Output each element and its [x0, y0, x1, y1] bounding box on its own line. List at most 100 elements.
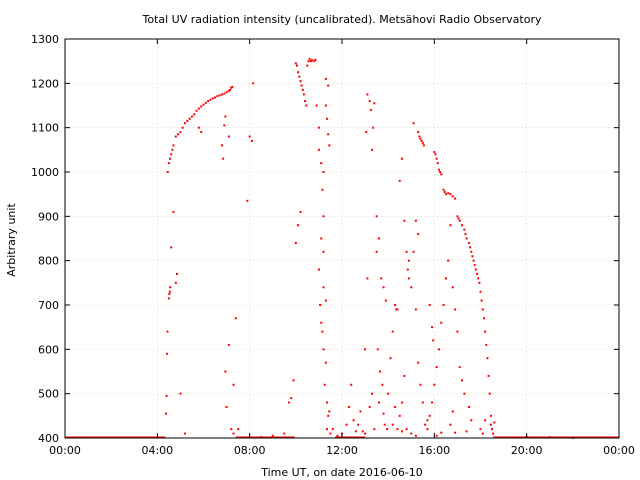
data-point	[227, 89, 230, 92]
data-point	[170, 246, 173, 249]
data-point	[319, 304, 322, 306]
gridlines	[65, 39, 619, 438]
data-point	[480, 299, 483, 302]
data-point	[428, 304, 431, 306]
y-tick-label: 900	[38, 210, 59, 223]
data-point	[364, 432, 367, 435]
data-point	[382, 286, 385, 289]
data-point	[320, 237, 323, 240]
data-point	[170, 153, 173, 156]
data-point	[470, 250, 473, 253]
data-point	[184, 122, 187, 125]
data-point	[225, 405, 228, 408]
data-point	[211, 97, 214, 100]
data-point	[439, 171, 442, 173]
data-point	[169, 157, 172, 160]
data-point	[387, 392, 390, 395]
y-tick-label: 600	[38, 343, 59, 356]
data-point	[310, 59, 313, 62]
data-point	[324, 77, 327, 80]
data-point	[174, 135, 177, 138]
data-point	[403, 374, 406, 377]
data-point	[412, 250, 415, 253]
data-point	[465, 237, 468, 240]
y-tick-label: 700	[38, 299, 59, 312]
axis-ticks	[64, 38, 620, 439]
data-point	[421, 142, 424, 145]
data-point	[307, 60, 310, 63]
data-point	[384, 299, 387, 302]
data-point	[469, 246, 472, 249]
data-point	[320, 321, 323, 324]
y-tick-label: 1300	[31, 33, 59, 46]
data-point	[395, 308, 398, 311]
data-point	[449, 423, 452, 426]
data-point	[465, 430, 468, 433]
data-point	[394, 304, 397, 306]
data-point	[359, 410, 362, 413]
data-point	[431, 401, 434, 404]
data-point	[548, 436, 551, 439]
data-point	[322, 348, 325, 351]
data-point	[444, 277, 447, 280]
data-point	[321, 188, 324, 191]
data-point	[424, 423, 427, 426]
data-point	[493, 421, 496, 424]
data-point	[486, 357, 489, 360]
y-tick-label: 1100	[31, 122, 59, 135]
data-point	[169, 286, 172, 289]
data-point	[167, 162, 170, 165]
data-point	[324, 299, 327, 302]
data-point	[463, 228, 466, 231]
data-point	[451, 286, 454, 289]
data-point	[401, 401, 404, 404]
data-point	[426, 419, 429, 422]
data-point	[476, 272, 479, 275]
data-point	[204, 101, 207, 104]
data-point	[417, 131, 420, 134]
data-point	[181, 126, 184, 129]
data-point	[223, 92, 226, 95]
data-point	[403, 219, 406, 222]
data-point	[368, 100, 371, 103]
data-point	[301, 88, 304, 91]
data-point	[313, 60, 316, 63]
data-point	[329, 432, 332, 435]
data-point	[223, 124, 226, 127]
data-point	[463, 392, 466, 395]
data-point	[371, 148, 374, 151]
x-axis-label: Time UT, on date 2016-06-10	[260, 466, 423, 479]
data-point	[366, 277, 369, 280]
data-point	[175, 272, 178, 275]
data-point	[426, 428, 429, 431]
data-point	[298, 75, 301, 78]
data-point	[331, 428, 334, 431]
data-point	[454, 308, 457, 311]
data-point	[489, 414, 492, 417]
data-point	[432, 339, 435, 342]
data-point	[167, 297, 170, 300]
data-point	[467, 241, 470, 244]
data-point	[283, 432, 286, 435]
data-point	[317, 148, 320, 151]
data-point	[467, 405, 470, 408]
data-point	[376, 348, 379, 351]
data-point	[421, 401, 424, 404]
data-point	[320, 162, 323, 165]
data-point	[470, 419, 473, 422]
data-point	[271, 434, 274, 437]
data-point	[315, 104, 318, 107]
y-tick-label: 400	[38, 432, 59, 445]
data-point	[222, 157, 225, 160]
data-point	[171, 148, 174, 151]
data-point	[354, 430, 357, 433]
data-point	[419, 383, 422, 386]
data-point	[492, 432, 495, 435]
data-point	[437, 348, 440, 351]
data-point	[473, 264, 476, 267]
data-point	[417, 233, 420, 236]
x-tick-label: 08:00	[234, 444, 266, 457]
data-point	[379, 370, 382, 373]
data-point	[350, 383, 353, 386]
data-point	[294, 62, 297, 65]
